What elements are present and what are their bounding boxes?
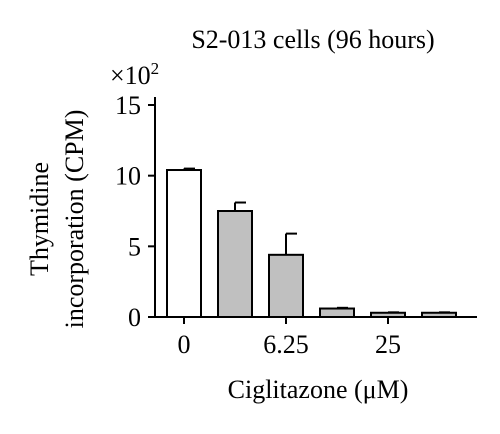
y-tick-label: 5: [128, 232, 141, 261]
error-bar: [183, 167, 195, 171]
error-bar: [234, 201, 246, 211]
y-axis-ticks: 0 5 10 15: [115, 91, 155, 332]
y-tick-label: 10: [115, 162, 141, 191]
bar: [268, 253, 304, 319]
y-axis-label-line2: incorporation (CPM): [60, 110, 89, 329]
error-bars: [183, 167, 450, 314]
chart-title: S2-013 cells (96 hours): [191, 25, 434, 54]
x-axis-ticks: 0 6.25 25: [178, 317, 401, 359]
x-tick-label: 25: [375, 330, 401, 359]
y-tick-label: 15: [115, 91, 141, 120]
scale-label: ×10: [110, 61, 151, 90]
bar: [217, 210, 253, 318]
scale-exponent: 2: [151, 59, 160, 78]
bars: [166, 169, 457, 319]
x-axis-label: Ciglitazone (μM): [228, 375, 409, 404]
y-axis-label-line1: Thymidine: [25, 162, 54, 276]
bar: [166, 169, 202, 318]
error-bar: [285, 232, 297, 255]
scale-multiplier: ×102: [110, 59, 159, 90]
x-tick-label: 0: [178, 330, 191, 359]
error-bar: [336, 306, 348, 309]
x-tick-label: 6.25: [263, 330, 309, 359]
y-tick-label: 0: [128, 303, 141, 332]
bar: [319, 307, 355, 318]
